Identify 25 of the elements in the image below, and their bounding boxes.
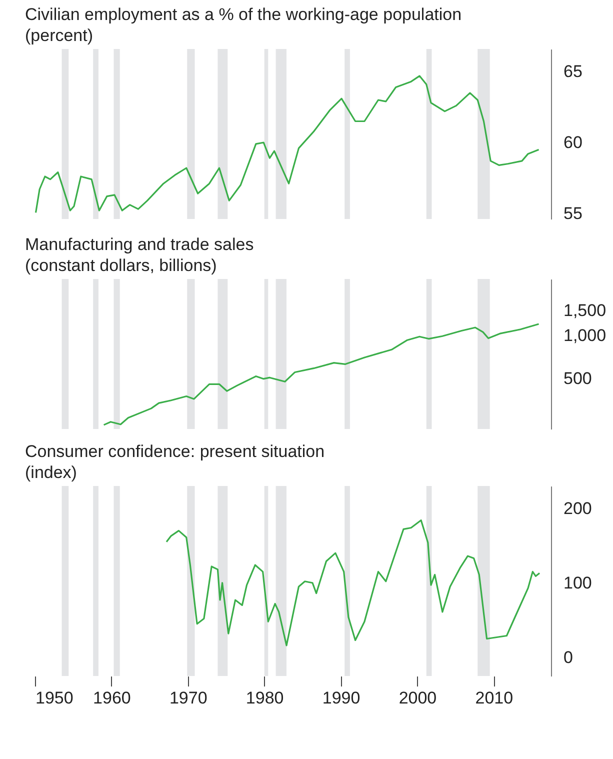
y-tick-label: 200 bbox=[564, 498, 592, 518]
x-tick-label: 1980 bbox=[246, 688, 284, 708]
y-tick-label: 100 bbox=[564, 573, 592, 592]
chart-title: Manufacturing and trade sales bbox=[25, 235, 254, 254]
y-tick-label: 1,000 bbox=[564, 326, 606, 346]
line-series bbox=[34, 75, 540, 214]
y-tick-label: 0 bbox=[564, 648, 573, 667]
x-tick-label: 1950 bbox=[36, 688, 74, 708]
y-tick-label: 1,500 bbox=[564, 301, 606, 320]
y-tick-label: 65 bbox=[564, 62, 582, 82]
x-tick-label: 1990 bbox=[322, 688, 360, 708]
y-tick-label: 500 bbox=[564, 368, 592, 388]
line-series bbox=[166, 519, 540, 646]
x-tick-label: 2000 bbox=[398, 688, 437, 708]
y-tick-label: 55 bbox=[564, 204, 582, 223]
y-tick-label: 60 bbox=[564, 133, 582, 152]
line-series bbox=[103, 323, 540, 426]
x-tick-label: 1970 bbox=[169, 688, 208, 708]
x-tick-label: 1960 bbox=[93, 688, 131, 708]
chart-title: Civilian employment as a % of the working-age population bbox=[25, 5, 462, 24]
chart-title: Consumer confidence: present situation bbox=[25, 442, 325, 461]
chart-subtitle: (index) bbox=[25, 463, 77, 482]
chart-subtitle: (percent) bbox=[25, 26, 94, 45]
chart-subtitle: (constant dollars, billions) bbox=[25, 256, 217, 275]
x-tick-label: 2010 bbox=[475, 688, 514, 708]
